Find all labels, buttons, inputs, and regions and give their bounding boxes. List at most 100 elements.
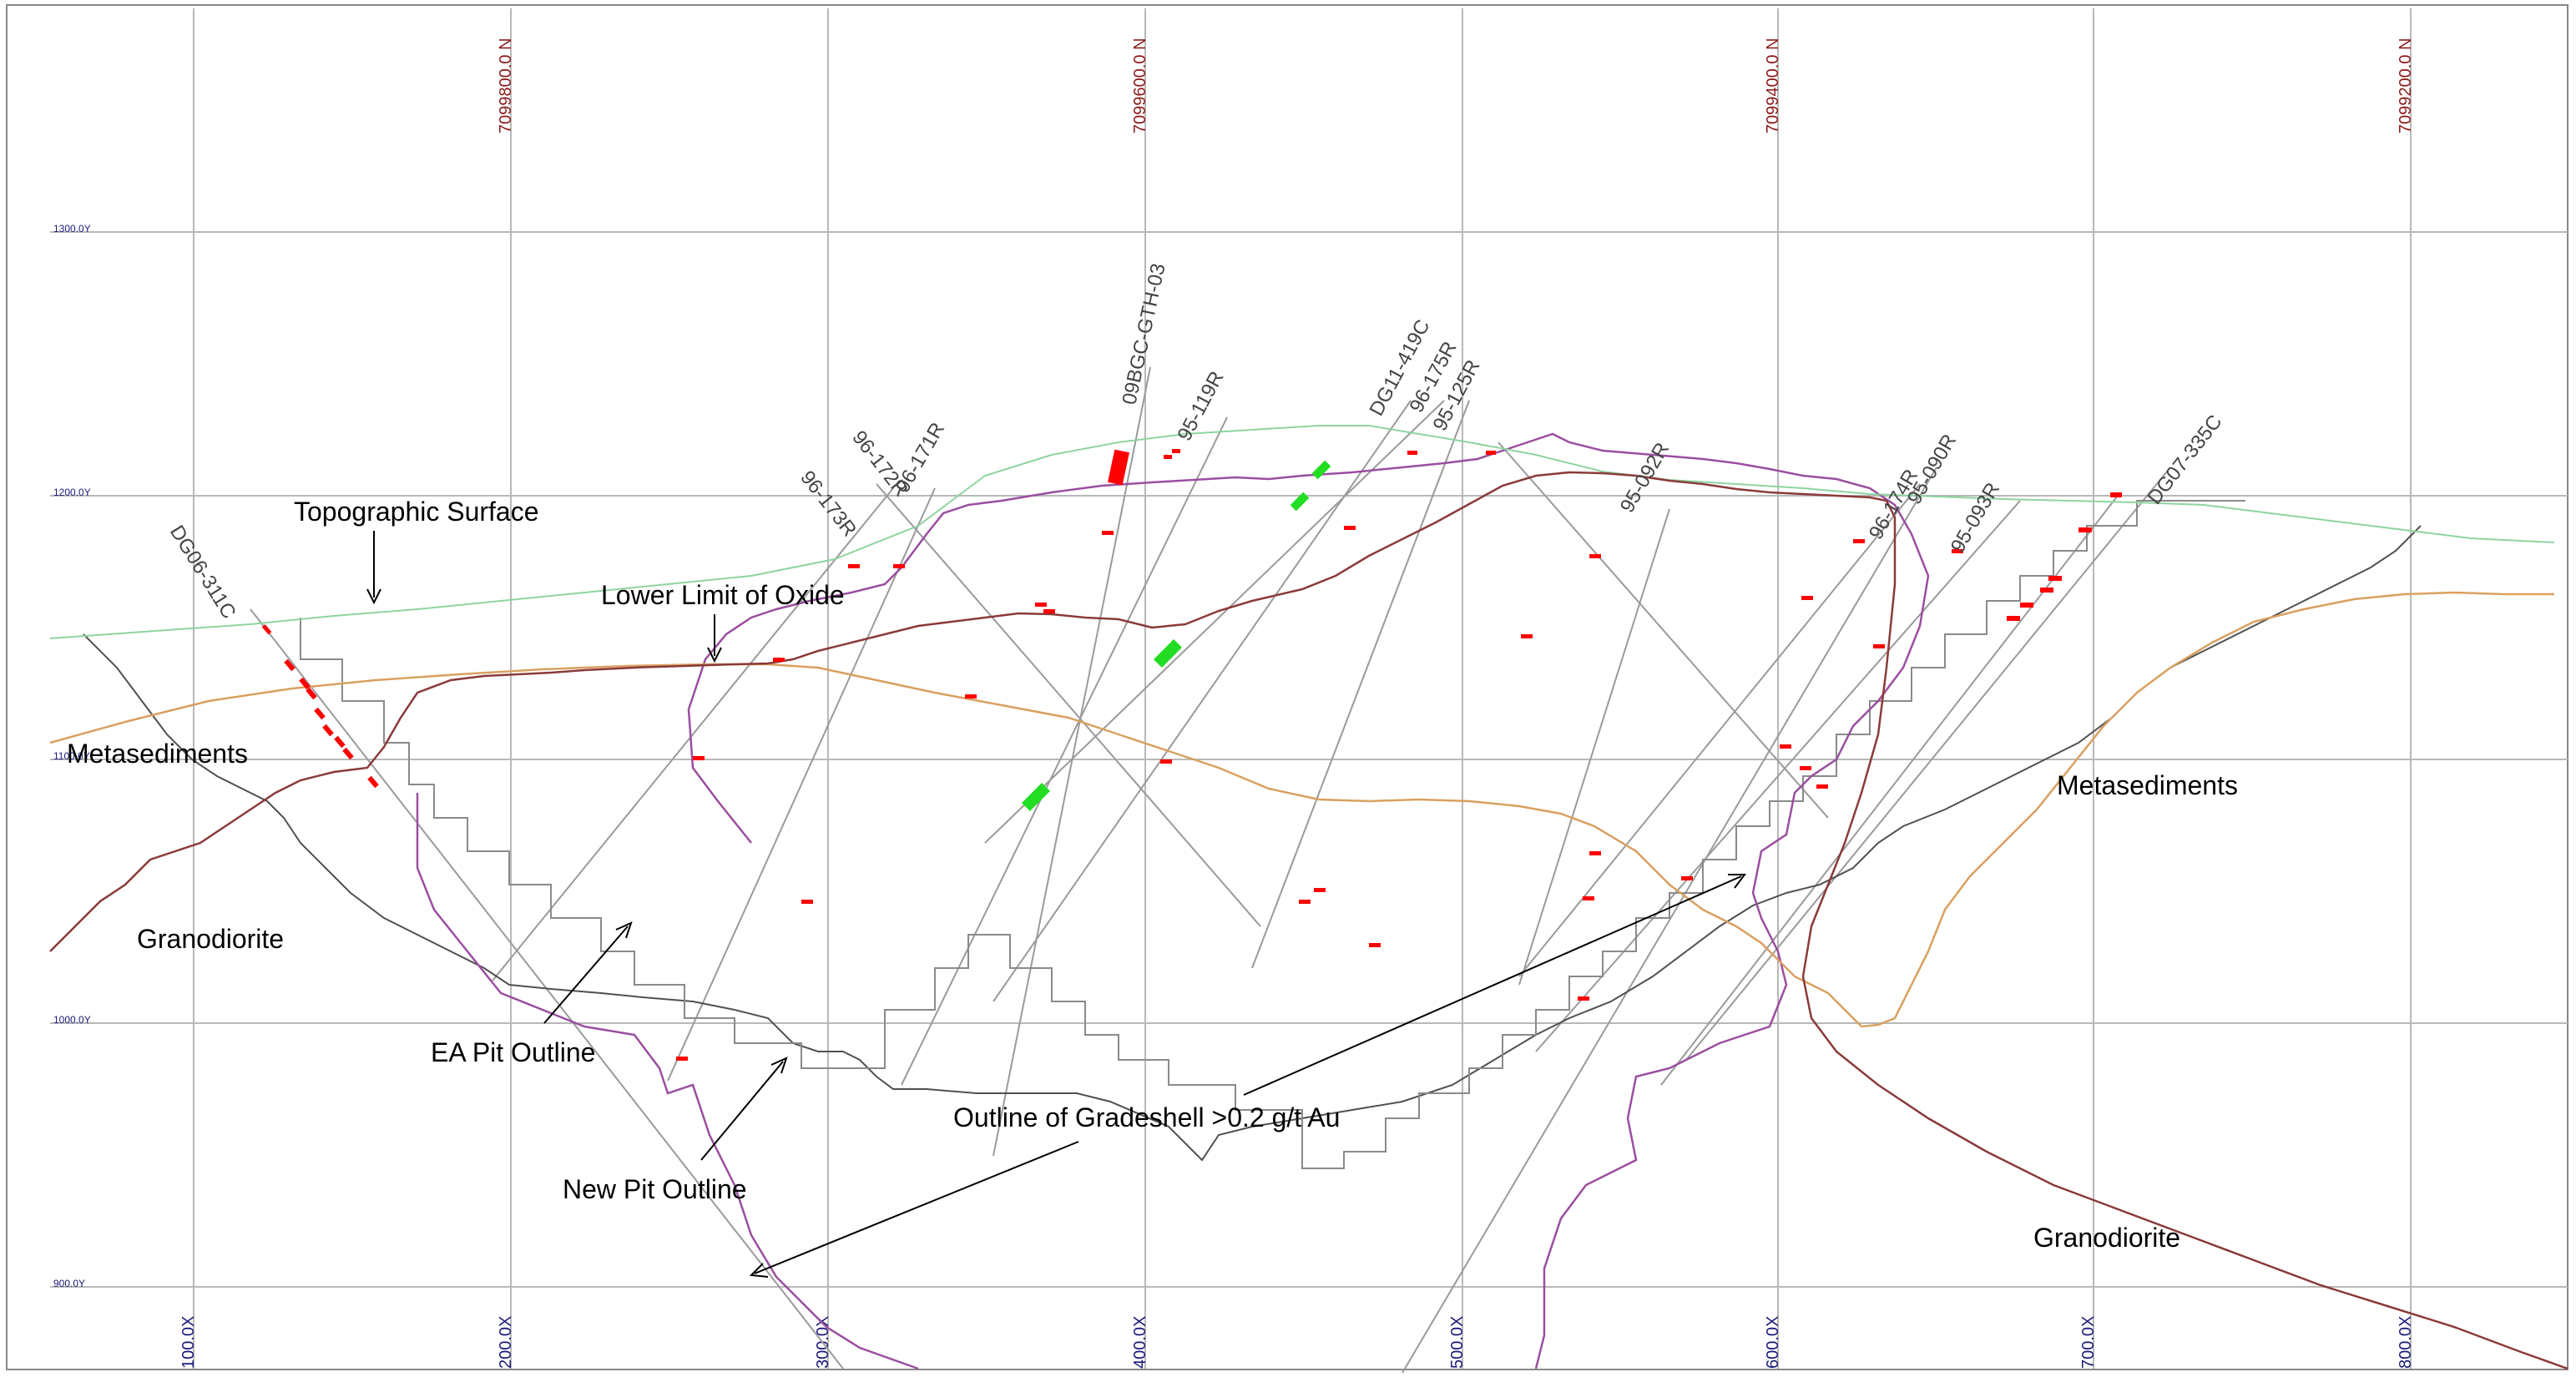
northing-label: 7099800.0 N (497, 38, 515, 134)
easting-label: 100.0X (179, 1316, 198, 1369)
assay-interval-green (1154, 639, 1182, 668)
assay-interval (1108, 449, 1129, 486)
oxide-contact-line (49, 591, 2554, 1028)
assay-interval (1407, 451, 1417, 455)
assay-interval (2078, 527, 2092, 532)
assay-interval (1521, 634, 1533, 638)
assay-interval (342, 747, 354, 760)
northing-label: 7099200.0 N (2397, 38, 2415, 134)
assay-interval (284, 658, 295, 672)
metasediments-left-label: Metasediments (67, 739, 248, 769)
drillhole-trace (1402, 467, 1937, 1374)
drillhole-trace (1685, 467, 2171, 1061)
assay-interval (1102, 531, 1114, 535)
assay-interval (1160, 759, 1172, 764)
drillhole-trace (1660, 492, 2121, 1086)
drillhole-trace (1535, 500, 2021, 1052)
lower-limit-oxide-line (49, 471, 2568, 1370)
assay-interval (1952, 549, 1963, 553)
assay-interval (1314, 888, 1326, 892)
drillhole-trace (492, 487, 894, 981)
easting-label: 500.0X (1448, 1316, 1467, 1369)
elevation-label: 1200.0Y (53, 487, 91, 498)
easting-label: 400.0X (1131, 1316, 1149, 1369)
drillhole-trace (901, 416, 1228, 1086)
drillhole-trace (1518, 483, 1921, 977)
assay-interval (1299, 900, 1311, 904)
assay-interval (676, 1057, 688, 1061)
drillhole-trace (993, 400, 1412, 1002)
assay-interval (693, 756, 705, 760)
drillhole-trace (1251, 400, 1470, 969)
elevation-label: 1000.0Y (53, 1014, 91, 1026)
assay-interval-green (1311, 460, 1331, 480)
elevation-label: 900.0Y (53, 1278, 85, 1289)
gradeshell-label: Outline of Gradeshell >0.2 g/t Au (953, 1102, 1340, 1132)
assay-intervals-green (1022, 460, 1331, 811)
assay-interval (1172, 449, 1180, 453)
assay-interval (1816, 784, 1828, 789)
arrowhead-icon (615, 921, 633, 939)
arrowhead-icon (707, 647, 722, 663)
assay-interval (1780, 744, 1791, 749)
drillhole-trace (984, 400, 1445, 844)
arrow-gradeshell-right (1243, 875, 1742, 1096)
ea-pit-outline-label: EA Pit Outline (431, 1037, 595, 1067)
lower-limit-oxide-label: Lower Limit of Oxide (601, 580, 845, 610)
assay-interval (1583, 896, 1594, 900)
drillhole-trace (667, 487, 936, 1082)
assay-interval (1589, 554, 1601, 558)
drillhole-trace (1518, 508, 1670, 986)
drillhole-trace (993, 366, 1151, 1157)
easting-label: 200.0X (497, 1316, 515, 1369)
assay-interval (1800, 766, 1811, 770)
arrow-gradeshell-left (754, 1141, 1079, 1274)
assay-interval (1035, 603, 1047, 607)
drillhole-labels: DG06-311C 96-173R 96-172R 96-171R 09BGC-… (165, 261, 2227, 623)
arrowhead-icon (1728, 874, 1746, 889)
gradeshell-outline (416, 432, 1930, 1370)
granodiorite-left-label: Granodiorite (137, 924, 284, 954)
drillhole-label: DG07-335C (2143, 411, 2226, 509)
arrowhead-icon (749, 1263, 769, 1278)
assay-interval (2040, 588, 2053, 593)
ea-pit-outline (300, 500, 2245, 1169)
easting-label: 800.0X (2397, 1316, 2415, 1369)
northing-label: 7099400.0 N (1764, 38, 1782, 134)
assay-interval (1589, 851, 1601, 855)
drillhole-trace (876, 483, 1261, 927)
assay-interval (1344, 526, 1356, 530)
drillhole-label: 09BGC-GTH-03 (1118, 261, 1169, 406)
frame-border (6, 4, 2568, 1370)
assay-interval (1578, 996, 1589, 1001)
pit-outlines (83, 500, 2422, 1169)
granodiorite-right-label: Granodiorite (2033, 1223, 2180, 1253)
assay-interval (1681, 876, 1693, 880)
drillhole-label: 96-171R (891, 419, 949, 497)
elevation-label: 1100.0Y (53, 750, 90, 762)
arrow-ea-pit (543, 926, 629, 1024)
assay-interval (299, 677, 311, 690)
assay-interval (1164, 455, 1172, 459)
assay-interval (314, 707, 326, 720)
topographic-surface-label: Topographic Surface (294, 497, 539, 527)
arrowhead-icon (770, 1057, 788, 1074)
assay-interval (1853, 539, 1865, 543)
assay-interval (773, 658, 785, 662)
metasediments-right-label: Metasediments (2057, 770, 2238, 800)
arrow-new-pit (700, 1061, 784, 1161)
assay-interval (801, 900, 813, 904)
assay-interval (2110, 492, 2122, 497)
assay-interval (1873, 644, 1885, 648)
assay-interval-green (1290, 492, 1310, 512)
elevation-label: 1300.0Y (53, 223, 91, 235)
assay-interval (893, 564, 905, 568)
assay-interval (306, 687, 317, 700)
assay-interval (334, 735, 346, 749)
assay-interval (2020, 603, 2033, 608)
easting-label: 700.0X (2079, 1316, 2098, 1369)
assay-interval (1369, 943, 1381, 947)
northing-label: 7099600.0 N (1131, 38, 1149, 134)
drillhole-trace (1498, 441, 1829, 819)
